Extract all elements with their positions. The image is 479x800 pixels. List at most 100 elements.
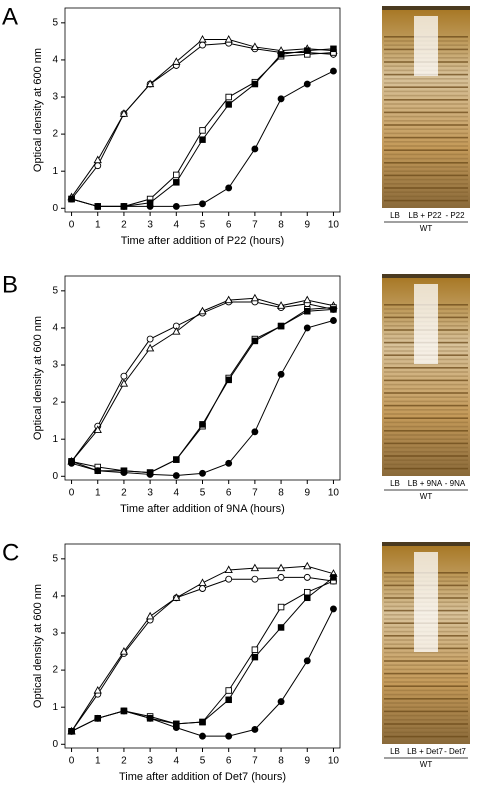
marker [330, 45, 337, 53]
marker [199, 200, 206, 208]
plot-frame [64, 275, 341, 481]
series-line [71, 608, 334, 737]
marker [68, 727, 75, 735]
x-tick-label: 8 [278, 488, 284, 499]
x-tick-label: 2 [121, 488, 127, 499]
gel-band [384, 731, 468, 734]
marker [251, 726, 259, 733]
marker [303, 561, 312, 570]
marker [303, 573, 311, 581]
marker [225, 732, 233, 740]
marker [199, 136, 206, 143]
gel-band [384, 183, 468, 185]
marker [250, 293, 260, 302]
x-tick-label: 1 [95, 488, 101, 499]
marker [93, 425, 102, 433]
series-line [71, 42, 334, 200]
marker [251, 653, 259, 661]
gel-band [384, 656, 468, 658]
marker [303, 80, 311, 88]
marker [277, 603, 285, 611]
marker [304, 47, 311, 54]
marker [277, 698, 285, 706]
marker [172, 57, 181, 65]
y-tick-label: 1 [52, 166, 58, 177]
marker [145, 79, 155, 88]
gel-band [384, 446, 468, 449]
marker [225, 184, 233, 192]
gel-band [384, 371, 468, 373]
gel-band [384, 94, 468, 97]
marker [276, 563, 286, 572]
gel-band [384, 162, 468, 164]
x-tick-label: 4 [174, 220, 180, 231]
marker [172, 472, 180, 479]
gel-band [384, 367, 468, 369]
series-line [71, 301, 334, 462]
gel-band [384, 459, 468, 461]
marker [277, 573, 285, 581]
gel-band [384, 413, 468, 415]
marker [251, 575, 259, 583]
marker [251, 80, 259, 88]
marker [198, 306, 207, 315]
gel-band [384, 103, 468, 105]
gel-band [384, 157, 468, 160]
marker [304, 588, 311, 596]
marker [225, 376, 232, 384]
gel-band [384, 409, 468, 411]
marker [330, 574, 337, 581]
gel-band [384, 681, 468, 683]
gel-lane-label: - 9NA [445, 479, 466, 488]
x-tick-label: 7 [252, 488, 258, 499]
gel-lane-label: LB [390, 747, 400, 756]
marker [173, 171, 180, 179]
series-line [71, 307, 334, 474]
marker [330, 317, 337, 324]
gel-band [384, 714, 468, 717]
gel-band [384, 166, 468, 168]
marker [277, 322, 285, 330]
x-axis-title: Time after addition of 9NA (hours) [120, 503, 285, 515]
gel-lane-label: LB + P22 [408, 211, 442, 220]
marker [173, 456, 180, 463]
gel-band [384, 463, 468, 466]
gel-band [384, 99, 468, 101]
x-tick-label: 7 [252, 220, 258, 231]
gel-band [384, 111, 468, 114]
gel-band [384, 124, 468, 126]
gel-band [384, 115, 468, 118]
y-tick-label: 5 [52, 553, 58, 564]
x-tick-label: 3 [147, 756, 153, 767]
x-tick-label: 3 [147, 220, 153, 231]
marker [93, 155, 102, 164]
gel-band [384, 388, 468, 390]
gel-band [384, 417, 468, 419]
marker [251, 428, 259, 436]
x-tick-label: 5 [200, 756, 206, 767]
gel-band [384, 693, 468, 696]
plot-frame [64, 543, 341, 749]
gel-clear-lane [414, 16, 438, 76]
marker [277, 95, 285, 103]
marker [94, 714, 102, 722]
marker [224, 34, 233, 43]
x-tick-label: 5 [200, 488, 206, 499]
x-tick-label: 1 [95, 756, 101, 767]
series-line [71, 39, 334, 198]
gel-band [384, 668, 468, 671]
marker [276, 301, 286, 309]
marker [146, 202, 154, 210]
marker [120, 469, 128, 477]
marker [304, 594, 311, 602]
gel-band [384, 651, 468, 654]
marker [304, 307, 311, 315]
marker [277, 624, 285, 631]
marker [199, 585, 206, 592]
x-axis-title: Time after addition of Det7 (hours) [119, 771, 286, 783]
gel-band [384, 660, 468, 662]
y-tick-label: 2 [52, 397, 58, 408]
gel-lane-label: LB [390, 479, 400, 488]
gel-band [384, 430, 468, 432]
